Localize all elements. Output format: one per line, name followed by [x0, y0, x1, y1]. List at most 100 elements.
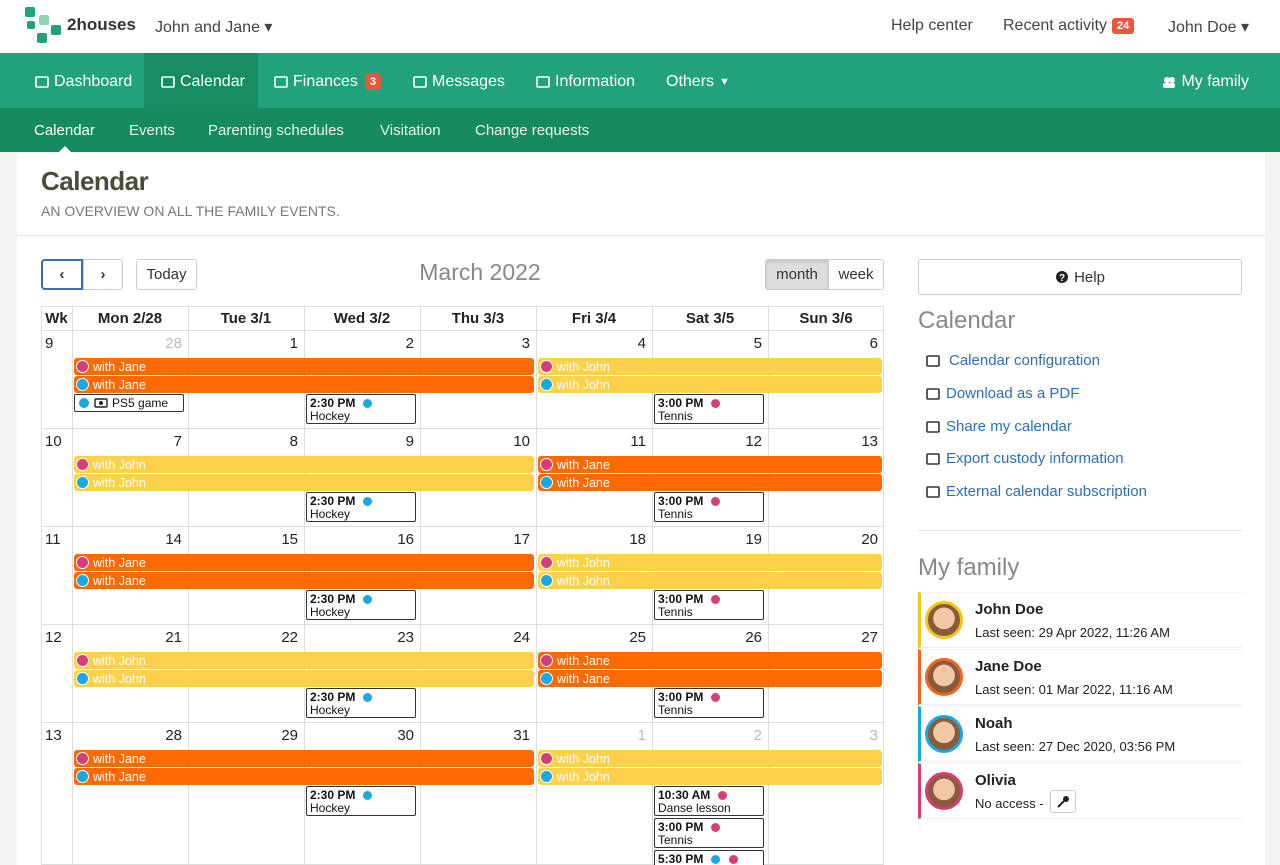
member-card[interactable] — [918, 592, 1242, 648]
child-dot — [76, 360, 89, 373]
day-number: 21 — [165, 629, 182, 646]
subnav-item[interactable]: Change requests — [475, 122, 590, 139]
nav-item[interactable]: Information — [536, 73, 635, 91]
custody-bar[interactable]: with John — [74, 456, 534, 473]
nav-label: Messages — [432, 73, 505, 90]
event-dot — [362, 496, 374, 507]
active-tab — [144, 53, 258, 108]
avatar — [925, 772, 963, 810]
member-card[interactable] — [918, 763, 1242, 819]
custody-bar[interactable]: with Jane — [538, 652, 882, 669]
nav-item[interactable]: Calendar — [161, 73, 245, 91]
custody-bar[interactable]: with Jane — [538, 456, 882, 473]
event-dot — [710, 692, 722, 703]
week-number: 12 — [45, 629, 62, 646]
nav-item[interactable]: Dashboard — [35, 73, 132, 91]
custody-bar[interactable]: with John — [74, 474, 534, 491]
nav-item[interactable]: Messages — [413, 73, 505, 91]
custody-bar[interactable]: with John — [74, 670, 534, 687]
event[interactable]: 10:30 AM Danse lesson — [654, 786, 764, 816]
user-name: John Doe — [1168, 19, 1237, 36]
custody-bar[interactable]: with Jane — [74, 768, 534, 785]
sidebar-link[interactable]: Share my calendar — [946, 417, 1072, 435]
recent-activity-link[interactable]: Recent activity 24 — [1003, 17, 1135, 35]
subnav-item[interactable]: Visitation — [380, 122, 441, 139]
custody-bar[interactable]: with John — [538, 376, 882, 393]
event[interactable]: 3:00 PM Tennis — [654, 590, 764, 620]
custody-bar[interactable]: with John — [538, 358, 882, 375]
nav-label: Calendar — [180, 73, 245, 90]
custody-bar[interactable]: with John — [538, 554, 882, 571]
finances-badge: 3 — [364, 74, 382, 90]
subnav-item[interactable]: Events — [129, 122, 175, 139]
custody-bar[interactable]: with John — [538, 572, 882, 589]
event[interactable]: 3:00 PM Tennis — [654, 394, 764, 424]
event[interactable]: 2:30 PM Hockey — [306, 590, 416, 620]
sidebar-link[interactable]: Export custody information — [946, 450, 1124, 468]
column-header: Fri 3/4 — [571, 310, 617, 327]
view-month[interactable]: month — [765, 259, 829, 290]
event[interactable]: 2:30 PM Hockey — [306, 688, 416, 718]
event-title: Hockey — [310, 507, 351, 521]
custody-bar[interactable]: with John — [538, 750, 882, 767]
event-time: 3:00 PM — [658, 396, 704, 410]
custody-bar[interactable]: with Jane — [538, 474, 882, 491]
event[interactable]: PS5 game — [74, 394, 184, 412]
today-button[interactable]: Today — [136, 259, 197, 290]
icon — [926, 355, 940, 367]
svg-text:?: ? — [1059, 273, 1065, 284]
active-indicator — [59, 146, 71, 152]
event-time: 2:30 PM — [310, 592, 356, 606]
custody-bar[interactable]: with Jane — [74, 750, 534, 767]
family-selector[interactable]: John and Jane ▾ — [155, 19, 273, 36]
custody-bar[interactable]: with Jane — [74, 572, 534, 589]
day-number: 28 — [165, 727, 182, 744]
event-dot — [728, 854, 740, 865]
icon — [536, 76, 550, 88]
view-week[interactable]: week — [828, 259, 884, 290]
my-family-link[interactable]: My family — [1162, 73, 1249, 91]
custody-bar[interactable]: with Jane — [74, 358, 534, 375]
custody-bar[interactable]: with John — [74, 652, 534, 669]
icon — [1057, 795, 1069, 808]
sidebar-link[interactable]: External calendar subscription — [946, 483, 1147, 501]
week-number: 11 — [45, 531, 61, 548]
help-center-link[interactable]: Help center — [891, 17, 973, 34]
custody-bar[interactable]: with Jane — [74, 554, 534, 571]
subnav-item[interactable]: Parenting schedules — [208, 122, 344, 139]
custody-label: with Jane — [93, 751, 146, 766]
help-button[interactable]: ? Help — [918, 259, 1242, 295]
logo — [25, 7, 61, 43]
child-dot — [540, 360, 553, 373]
custody-bar[interactable]: with John — [538, 768, 882, 785]
next-button[interactable]: › — [83, 259, 123, 290]
event[interactable]: 5:30 PM — [654, 850, 764, 865]
event[interactable]: 3:00 PM Tennis — [654, 688, 764, 718]
subnav-item[interactable]: Calendar — [34, 122, 95, 139]
custody-bar[interactable]: with Jane — [74, 376, 534, 393]
nav-item[interactable]: Finances 3 — [274, 73, 382, 91]
sidebar-link[interactable]: Calendar configuration — [949, 352, 1100, 369]
prev-button[interactable]: ‹ — [41, 259, 83, 290]
event[interactable]: 2:30 PM Hockey — [306, 394, 416, 424]
key-button[interactable] — [1050, 790, 1076, 813]
event[interactable]: 2:30 PM Hockey — [306, 492, 416, 522]
event-time: 3:00 PM — [658, 592, 704, 606]
event[interactable]: 2:30 PM Hockey — [306, 786, 416, 816]
custody-bar[interactable]: with Jane — [538, 670, 882, 687]
user-menu[interactable]: John Doe ▾ — [1168, 19, 1249, 36]
sidebar-link[interactable]: Download as a PDF — [946, 384, 1080, 402]
day-number: 30 — [397, 727, 414, 744]
icon — [1163, 77, 1176, 88]
event-time: 2:30 PM — [310, 788, 356, 802]
custody-label: with John — [557, 751, 610, 766]
member-card[interactable] — [918, 649, 1242, 705]
event[interactable]: 3:00 PM Tennis — [654, 492, 764, 522]
member-card[interactable] — [918, 706, 1242, 762]
event-time: 5:30 PM — [658, 852, 704, 865]
nav-item[interactable]: Others ▼ — [666, 73, 730, 91]
event-time-line: 2:30 PM — [310, 591, 412, 606]
event-dot — [78, 397, 90, 409]
event[interactable]: 3:00 PM Tennis — [654, 818, 764, 848]
